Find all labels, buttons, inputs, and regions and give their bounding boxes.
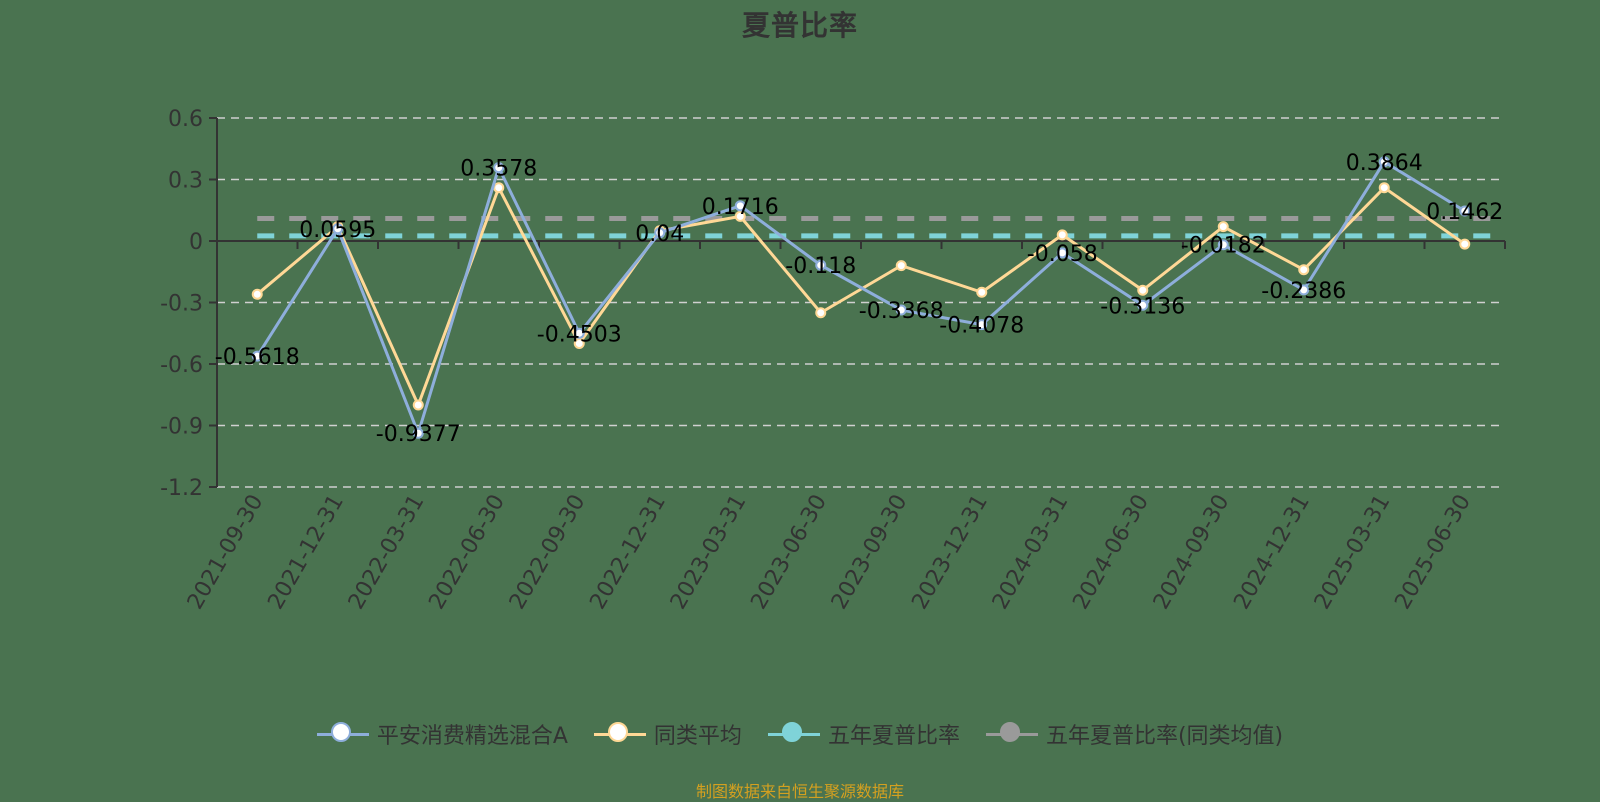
legend-label: 平安消费精选混合A xyxy=(376,724,568,749)
legend-label: 同类平均 xyxy=(653,724,742,749)
legend-item-five-year-sharpe[interactable]: 五年夏普比率 xyxy=(767,718,960,750)
data-point xyxy=(895,260,907,272)
data-point xyxy=(493,162,505,174)
data-point xyxy=(1137,284,1149,296)
x-tick-label: 2024-06-30 xyxy=(1068,491,1154,614)
legend-item-peer-average[interactable]: 同类平均 xyxy=(593,718,742,750)
chart-legend: 平安消费精选混合A 同类平均 五年夏普比率 五年夏普比率(同类均值) xyxy=(0,718,1600,750)
data-point xyxy=(976,286,988,298)
data-label: -0.0182 xyxy=(1181,234,1266,259)
data-point xyxy=(573,338,585,349)
y-tick-label: -1.2 xyxy=(160,476,203,501)
x-tick-label: 2022-06-30 xyxy=(424,491,510,614)
data-point xyxy=(251,350,263,362)
data-point xyxy=(1137,299,1149,311)
data-point xyxy=(493,182,505,194)
data-point xyxy=(895,304,907,316)
data-point xyxy=(976,319,988,331)
x-tick-label: 2024-03-31 xyxy=(988,491,1074,614)
x-tick-label: 2022-03-31 xyxy=(344,491,430,614)
data-label: -0.2386 xyxy=(1261,279,1346,304)
legend-marker xyxy=(330,722,351,742)
x-tick-label: 2022-09-30 xyxy=(505,491,591,614)
data-point xyxy=(1378,156,1390,168)
data-label: -0.9377 xyxy=(376,422,461,447)
data-label: 0.04 xyxy=(635,222,684,247)
x-tick-label: 2023-03-31 xyxy=(666,491,752,614)
data-label: -0.4078 xyxy=(939,314,1024,339)
legend-marker xyxy=(607,722,628,742)
y-tick-label: 0 xyxy=(189,230,203,255)
series-line xyxy=(255,159,1466,438)
data-point xyxy=(1217,239,1229,251)
data-label: 0.1462 xyxy=(1426,200,1503,225)
data-label: 0.1716 xyxy=(702,195,779,220)
data-point xyxy=(1298,284,1310,296)
data-point xyxy=(654,227,666,239)
data-label: -0.058 xyxy=(1027,242,1098,267)
x-tick-label: 2024-12-31 xyxy=(1229,491,1315,614)
x-tick-label: 2025-03-31 xyxy=(1310,491,1396,614)
legend-label: 五年夏普比率(同类均值) xyxy=(1045,724,1284,749)
data-point xyxy=(251,288,263,300)
data-point xyxy=(1217,221,1229,233)
y-tick-label: 0.3 xyxy=(168,169,203,194)
x-tick-label: 2025-06-30 xyxy=(1390,491,1476,614)
x-tick-label: 2023-12-31 xyxy=(907,491,993,614)
data-point xyxy=(1056,247,1068,259)
data-label: 0.0595 xyxy=(299,218,376,243)
data-point xyxy=(1459,205,1471,217)
data-point xyxy=(815,259,827,271)
data-label: -0.4503 xyxy=(537,322,622,347)
legend-label: 五年夏普比率 xyxy=(827,724,960,749)
data-label: -0.118 xyxy=(785,254,856,279)
data-point xyxy=(1298,264,1310,276)
chart-title: 夏普比率 xyxy=(741,9,858,42)
data-point xyxy=(573,327,585,339)
data-point xyxy=(734,210,746,222)
data-point xyxy=(1459,238,1471,250)
circle-outline-icon xyxy=(316,721,369,747)
y-tick-label: 0.6 xyxy=(168,107,203,132)
x-tick-label: 2021-09-30 xyxy=(183,491,269,614)
data-label: -0.5618 xyxy=(215,345,300,370)
data-label: 0.3864 xyxy=(1346,151,1423,176)
data-point xyxy=(734,200,746,212)
data-label: 0.3578 xyxy=(460,157,537,182)
legend-item-fund[interactable]: 平安消费精选混合A xyxy=(316,718,568,750)
data-point xyxy=(1056,229,1068,241)
y-tick-label: -0.9 xyxy=(160,415,203,440)
data-label: -0.3368 xyxy=(859,299,944,324)
x-tick-label: 2024-09-30 xyxy=(1149,491,1235,614)
x-tick-label: 2023-06-30 xyxy=(746,491,832,614)
data-point xyxy=(412,399,424,411)
data-point xyxy=(412,427,424,439)
x-tick-label: 2023-09-30 xyxy=(827,491,913,614)
legend-marker xyxy=(781,722,802,742)
data-point xyxy=(815,307,827,319)
x-tick-label: 2021-12-31 xyxy=(263,491,349,614)
data-point xyxy=(332,223,344,235)
data-source-footer: 制图数据来自恒生聚源数据库 xyxy=(695,782,904,801)
circle-outline-icon xyxy=(593,721,646,747)
y-tick-label: -0.3 xyxy=(160,292,203,317)
legend-marker xyxy=(999,722,1020,742)
circle-filled-icon xyxy=(767,721,820,747)
data-point xyxy=(1378,182,1390,194)
legend-item-five-year-sharpe-peer[interactable]: 五年夏普比率(同类均值) xyxy=(985,718,1284,750)
y-tick-label: -0.6 xyxy=(160,353,203,378)
data-label: -0.3136 xyxy=(1100,294,1185,319)
circle-filled-icon xyxy=(985,721,1038,747)
x-tick-label: 2022-12-31 xyxy=(585,491,671,614)
